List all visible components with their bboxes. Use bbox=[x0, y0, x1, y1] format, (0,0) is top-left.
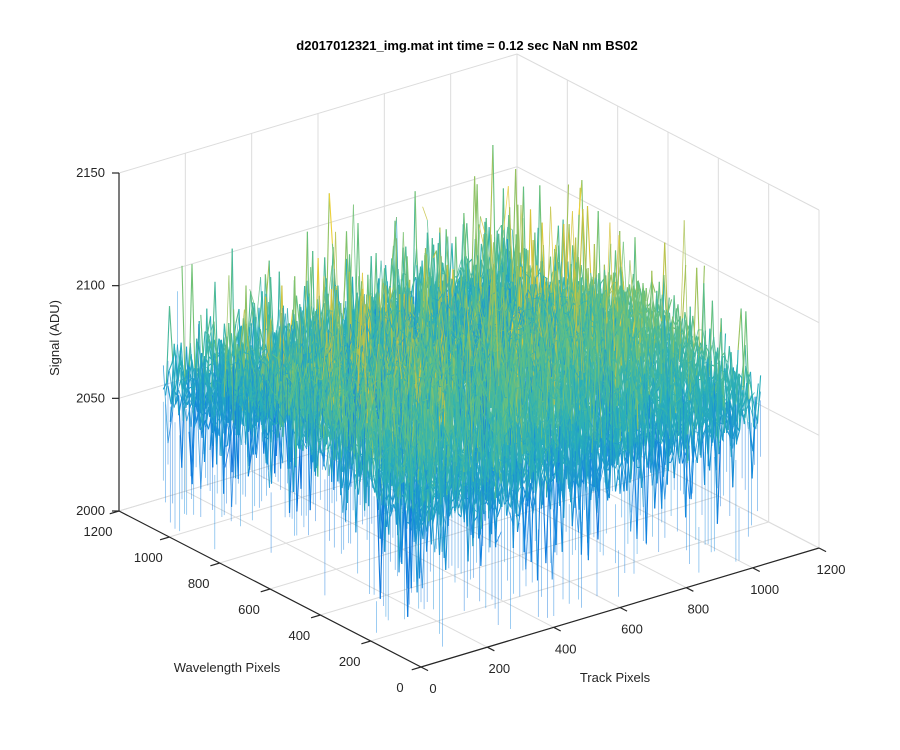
floor-grid-line bbox=[370, 521, 769, 642]
back-wall-grid-line bbox=[118, 166, 518, 287]
surface-segment bbox=[176, 354, 181, 381]
surface-segment bbox=[172, 355, 177, 402]
surface-segment bbox=[414, 191, 419, 313]
surface-segment bbox=[390, 284, 395, 300]
surface-segment bbox=[235, 308, 240, 324]
surface-segment bbox=[170, 343, 175, 405]
side-wall-grid-line bbox=[516, 166, 820, 324]
surface-segment bbox=[485, 217, 490, 280]
surface-segment bbox=[183, 381, 189, 405]
surface-segment bbox=[471, 260, 476, 276]
surface-segment bbox=[328, 193, 333, 244]
surface-segment bbox=[213, 321, 218, 366]
surface-segment bbox=[473, 184, 478, 303]
surface-segment bbox=[489, 144, 494, 257]
side-wall-grid-line bbox=[516, 53, 820, 211]
surface-segment bbox=[180, 360, 185, 380]
floor-grid-line bbox=[320, 495, 719, 616]
surface-segment bbox=[165, 306, 171, 384]
surface-segment bbox=[586, 205, 592, 274]
surface-segment bbox=[224, 365, 229, 386]
surface-segment bbox=[416, 266, 422, 304]
surface-segment bbox=[476, 184, 481, 305]
surface-segment bbox=[191, 359, 196, 381]
surface-segment bbox=[179, 354, 185, 401]
surface-segment bbox=[260, 338, 265, 352]
surface-segment bbox=[386, 286, 391, 302]
surface-segment bbox=[511, 169, 517, 287]
surface-segment bbox=[204, 406, 210, 428]
surface-segment bbox=[189, 343, 194, 400]
surface-segment bbox=[228, 322, 233, 395]
surface-segment bbox=[175, 369, 181, 396]
surface-segment bbox=[304, 285, 309, 335]
surface-segment bbox=[432, 250, 437, 259]
surface-segment bbox=[188, 264, 193, 385]
surface-segment bbox=[167, 386, 172, 405]
surface-segment bbox=[181, 265, 186, 386]
surface-segment bbox=[220, 357, 225, 456]
surface-layer bbox=[162, 144, 762, 647]
back-wall-grid-line bbox=[118, 53, 518, 174]
surface-segment bbox=[168, 306, 174, 358]
surface-segment bbox=[191, 264, 196, 379]
surface-segment bbox=[168, 363, 173, 372]
surface-segment bbox=[257, 348, 262, 362]
surface-segment bbox=[457, 267, 462, 278]
surface-segment bbox=[435, 250, 441, 318]
surface-segment bbox=[253, 327, 258, 366]
surface-segment bbox=[463, 213, 468, 282]
surface-segment bbox=[207, 333, 212, 349]
surface-segment bbox=[466, 223, 471, 287]
surface-segment bbox=[178, 395, 183, 468]
surface-segment bbox=[201, 331, 206, 373]
surface-segment bbox=[197, 353, 202, 389]
surface-segment bbox=[342, 231, 348, 319]
surface-segment bbox=[209, 341, 214, 349]
